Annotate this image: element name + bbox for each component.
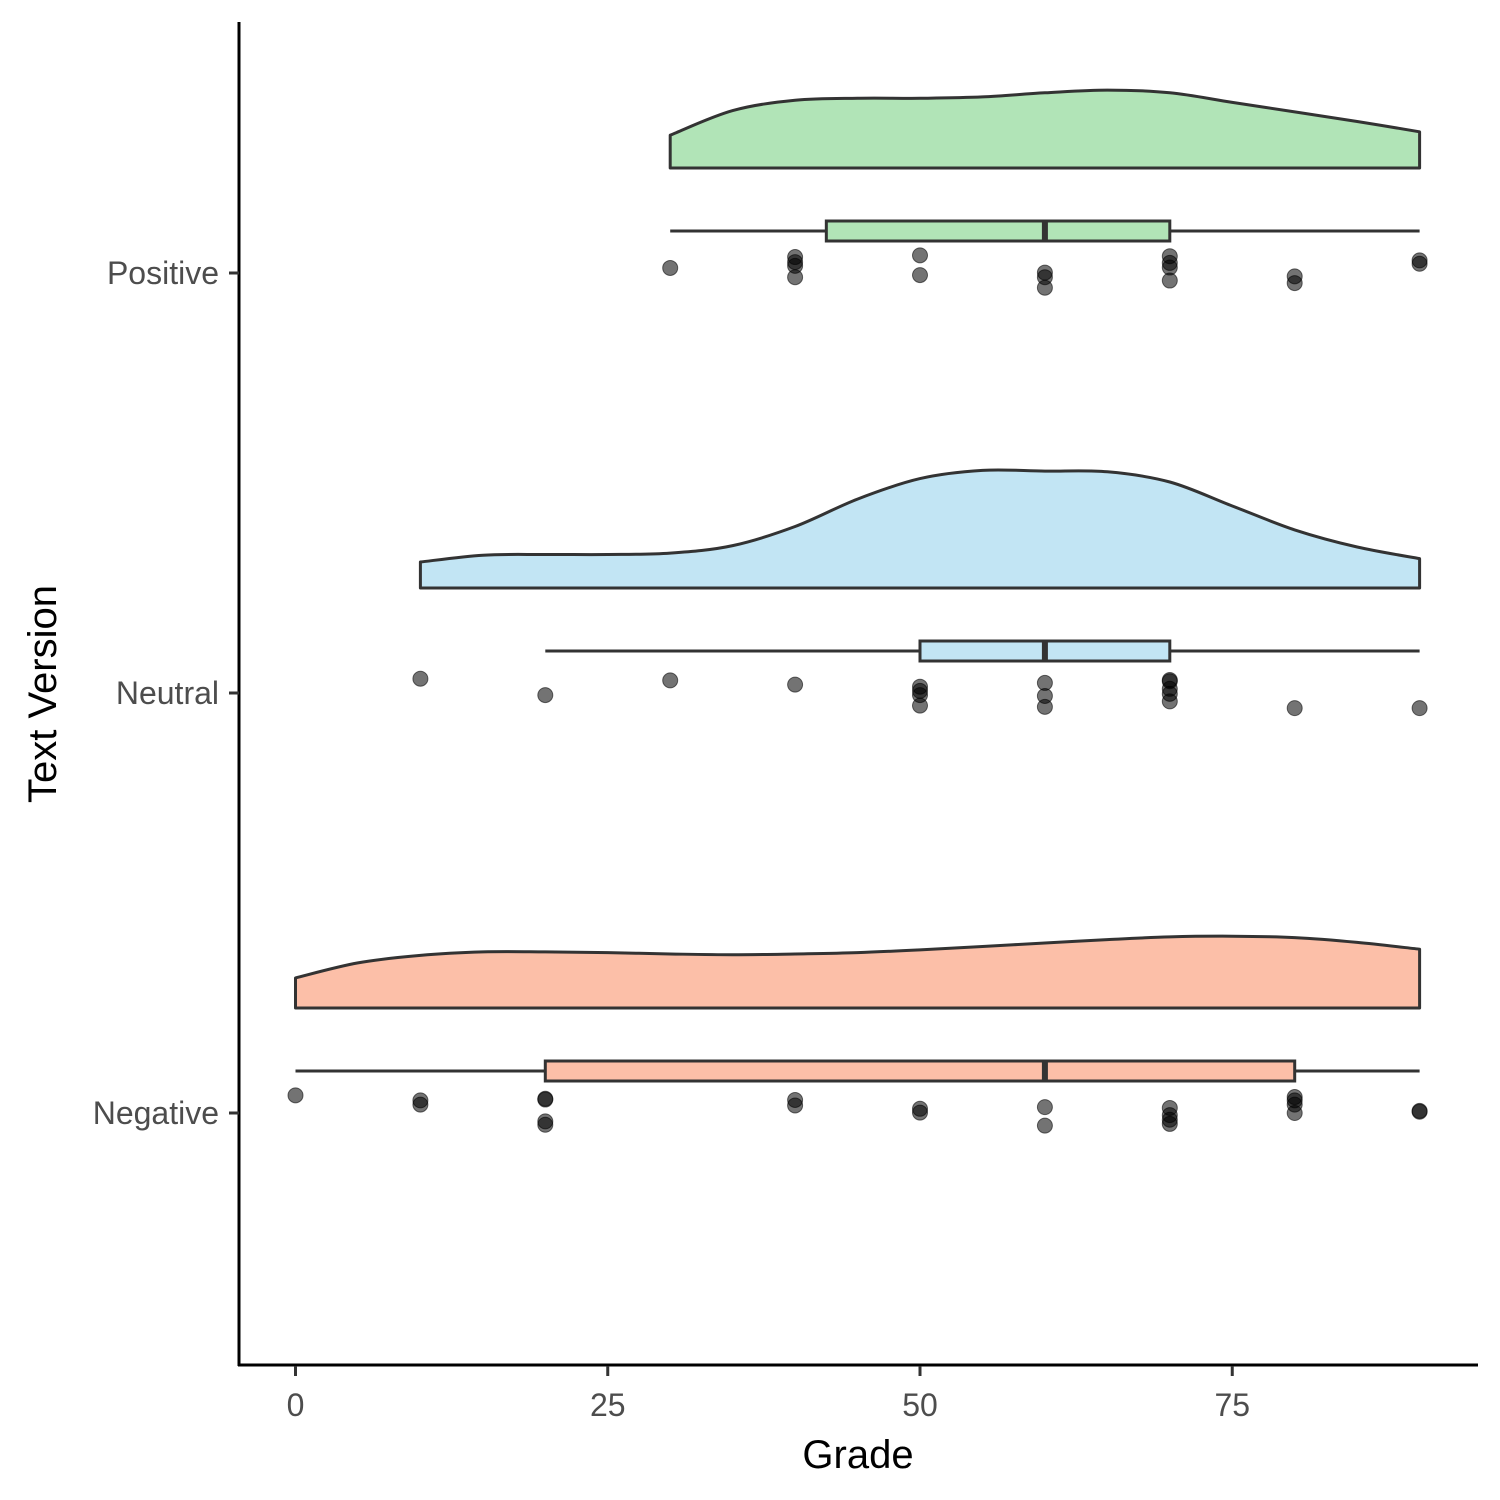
data-point-negative — [537, 1091, 554, 1108]
data-point-neutral — [1411, 700, 1428, 717]
data-point-neutral — [412, 670, 429, 687]
data-point-neutral — [1286, 700, 1303, 717]
y-tick-label-positive: Positive — [107, 255, 219, 291]
data-point-neutral — [537, 687, 554, 704]
x-tick-label: 75 — [1214, 1387, 1250, 1423]
density-cloud-negative — [294, 934, 1422, 1010]
data-point-negative — [1411, 1103, 1428, 1120]
x-axis-ticks: 0 25 50 75 — [287, 1366, 1250, 1423]
y-tick-label-negative: Negative — [93, 1095, 219, 1131]
data-point-negative — [1036, 1117, 1053, 1134]
data-point-negative — [1286, 1105, 1303, 1121]
data-point-negative — [537, 1116, 554, 1133]
box-iqr-negative — [543, 1059, 1297, 1083]
data-point-neutral — [662, 672, 679, 689]
data-point-neutral — [787, 676, 804, 693]
data-point-positive — [1411, 255, 1428, 272]
data-point-negative — [412, 1096, 429, 1113]
y-axis-ticks: Negative Neutral Positive — [93, 255, 239, 1131]
data-point-negative — [287, 1087, 304, 1104]
x-tick-label: 0 — [287, 1387, 305, 1423]
data-point-negative — [1036, 1099, 1053, 1116]
box-iqr-positive — [824, 219, 1172, 243]
x-axis-title: Grade — [802, 1433, 913, 1477]
y-axis-title: Text Version — [21, 585, 65, 803]
density-clouds — [294, 88, 1422, 1010]
y-tick-label-neutral: Neutral — [116, 675, 219, 711]
density-cloud-neutral — [418, 468, 1422, 590]
x-tick-label: 50 — [902, 1387, 938, 1423]
data-point-positive — [787, 269, 804, 286]
data-point-positive — [1286, 275, 1303, 292]
density-cloud-positive — [668, 88, 1422, 170]
data-point-positive — [912, 267, 928, 284]
boxplots — [295, 219, 1420, 1083]
data-point-positive — [1036, 279, 1053, 296]
data-point-neutral — [912, 697, 928, 714]
data-point-neutral — [1161, 693, 1178, 710]
data-point-neutral — [1036, 698, 1053, 715]
data-point-positive — [912, 247, 928, 264]
data-point-positive — [662, 259, 679, 276]
boxplot-positive — [670, 219, 1420, 243]
data-point-negative — [912, 1104, 928, 1121]
data-point-negative — [787, 1097, 804, 1114]
boxplot-neutral — [545, 639, 1420, 663]
boxplot-negative — [295, 1059, 1420, 1083]
data-point-negative — [1161, 1115, 1178, 1132]
data-point-positive — [1161, 272, 1178, 289]
rain-points — [287, 247, 1428, 1134]
x-tick-label: 25 — [590, 1387, 626, 1423]
